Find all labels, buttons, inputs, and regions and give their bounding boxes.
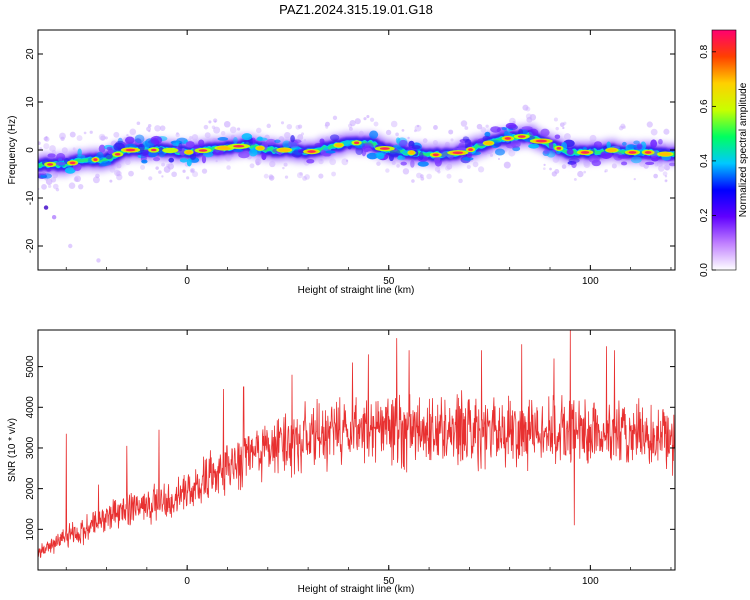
spectrogram-ticks: 0 50 100 -20 -10 0 10 20 (25, 30, 675, 287)
y-tick-label: 10 (25, 96, 36, 108)
x-tick-label: 100 (582, 576, 599, 587)
spectrogram-x-axis-label: Height of straight line (km) (298, 285, 415, 296)
snr-frame (37, 329, 676, 571)
y-tick-label: 20 (25, 48, 36, 60)
spectrogram-speckles (38, 104, 675, 263)
x-tick-label: 100 (582, 276, 599, 287)
y-tick-label: 5000 (25, 355, 36, 378)
snr-ticks: 0 50 100 1000 2000 3000 4000 5000 (25, 330, 675, 587)
colorbar-tick-label: 0.2 (699, 208, 710, 222)
y-tick-label: -10 (25, 190, 36, 205)
spectrogram-y-axis-label: Frequency (Hz) (7, 116, 18, 185)
colorbar-tick-label: 0.0 (699, 263, 710, 277)
chart-title: PAZ1.2024.315.19.01.G18 (279, 2, 433, 17)
spectrogram-panel: 0 50 100 -20 -10 0 10 20 Height of straight lin… (7, 29, 676, 296)
spectrogram-plot-area (38, 104, 675, 263)
snr-panel: 0 50 100 1000 2000 3000 4000 5000 Height of str… (7, 329, 676, 595)
colorbar-tick-label: 0.6 (699, 99, 710, 113)
colorbar-label: Normalized spectral amplitude (738, 82, 749, 217)
snr-y-axis-label: SNR (10 * v/v) (7, 418, 18, 482)
colorbar-tick-label: 0.4 (699, 154, 710, 168)
y-tick-label: 3000 (25, 436, 36, 459)
colorbar-tick-label: 0.8 (699, 44, 710, 58)
x-tick-label: 0 (184, 276, 190, 287)
colorbar-ticks: 0.0 0.2 0.4 0.6 0.8 (699, 44, 716, 277)
y-tick-label: 0 (25, 147, 36, 153)
spectrogram-peaks (44, 133, 674, 167)
x-tick-label: 0 (184, 576, 190, 587)
x-tick-label: 50 (383, 576, 395, 587)
y-tick-label: 1000 (25, 518, 36, 541)
y-tick-label: 2000 (25, 477, 36, 500)
x-tick-label: 50 (383, 276, 395, 287)
colorbar: 0.0 0.2 0.4 0.6 0.8 Normalized spectral ampl… (699, 29, 749, 277)
y-tick-label: 4000 (25, 396, 36, 419)
y-tick-label: -20 (25, 238, 36, 253)
snr-series-line (38, 330, 675, 559)
snr-x-axis-label: Height of straight line (km) (298, 584, 415, 595)
colorbar-gradient (711, 29, 737, 271)
